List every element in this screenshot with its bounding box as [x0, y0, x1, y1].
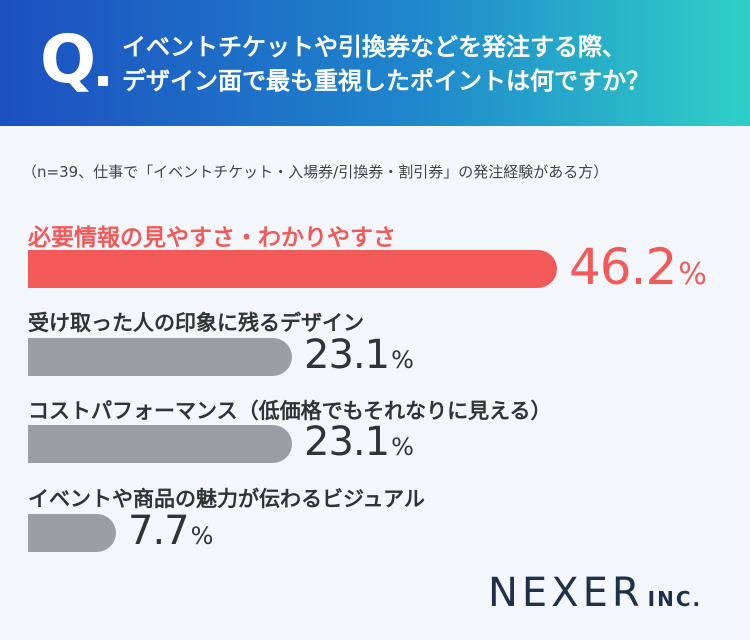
value-label: 46.2%	[569, 238, 707, 296]
q-dot-icon	[98, 76, 108, 86]
q-mark: Q	[40, 21, 96, 98]
value-number: 7.7	[128, 508, 190, 555]
question-line-1: イベントチケットや引換券などを発注する際、	[122, 33, 626, 61]
value-unit: %	[391, 346, 414, 375]
bar	[28, 514, 116, 552]
value-label: 23.1%	[304, 419, 414, 465]
bar	[28, 250, 557, 288]
category-label: イベントや商品の魅力が伝わるビジュアル	[28, 487, 425, 511]
bar	[28, 338, 292, 376]
category-label: コストパフォーマンス（低価格でもそれなりに見える）	[28, 399, 552, 423]
value-unit: %	[391, 433, 414, 462]
question-text: イベントチケットや引換券などを発注する際、 デザイン面で最も重視したポイントは何…	[122, 30, 732, 98]
value-number: 46.2	[569, 238, 677, 296]
logo-suffix: INC.	[647, 587, 703, 611]
value-label: 7.7%	[128, 508, 213, 554]
value-unit: %	[190, 522, 214, 551]
sample-note: （n=39、仕事で「イベントチケット・入場券/引換券・割引券」の発注経験がある方…	[22, 163, 609, 181]
logo-name: NEXER	[488, 570, 644, 616]
bar	[28, 425, 292, 463]
category-label: 必要情報の見やすさ・わかりやすさ	[28, 225, 396, 251]
value-unit: %	[678, 257, 707, 292]
category-label: 受け取った人の印象に残るデザイン	[28, 311, 364, 335]
value-label: 23.1%	[304, 332, 414, 378]
company-logo: NEXER INC.	[488, 570, 702, 616]
question-line-2: デザイン面で最も重視したポイントは何ですか？	[122, 67, 650, 95]
question-header: Q イベントチケットや引換券などを発注する際、 デザイン面で最も重視したポイント…	[0, 0, 750, 126]
value-number: 23.1	[304, 332, 390, 379]
value-number: 23.1	[304, 419, 390, 466]
